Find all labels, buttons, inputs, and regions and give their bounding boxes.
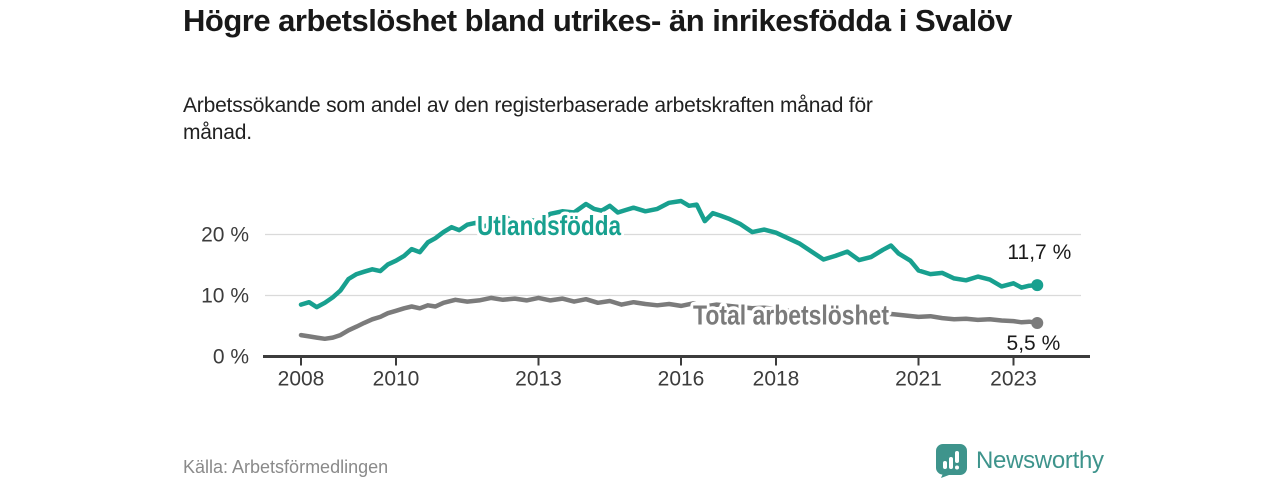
brand-name: Newsworthy [976, 447, 1104, 474]
page-title: Högre arbetslöshet bland utrikes- än inr… [183, 3, 1012, 38]
page-subtitle: Arbetssökande som andel av den registerb… [183, 94, 873, 144]
series-label-utlandsf-dda: Utlandsfödda [477, 210, 621, 241]
source-note: Källa: Arbetsförmedlingen [183, 457, 389, 477]
x-tick-label: 2008 [278, 368, 325, 391]
x-tick-label: 2021 [895, 368, 942, 391]
y-tick-label: 20 % [201, 224, 249, 247]
series-end-value-utlandsf-dda: 11,7 % [1007, 241, 1071, 264]
series-line-total-arbetsl-shet [298, 295, 1040, 342]
series-line-utlandsf-dda [298, 198, 1040, 310]
x-tick-label: 2023 [990, 368, 1037, 391]
brand-logo: Newsworthy [936, 444, 1104, 478]
series-end-value-total-arbetsl-shet: 5,5 % [1007, 332, 1061, 355]
x-tick-label: 2016 [658, 368, 705, 391]
newsworthy-chart-bubble-icon [936, 444, 967, 478]
x-tick-label: 2010 [373, 368, 420, 391]
series-label-total-arbetsl-shet: Total arbetslöshet [693, 300, 889, 331]
x-tick-label: 2013 [515, 368, 562, 391]
y-tick-label: 0 % [213, 346, 249, 369]
series-end-dot-total-arbetsl-shet [1031, 316, 1044, 329]
series-end-dot-utlandsf-dda [1031, 279, 1044, 292]
x-tick-label: 2018 [753, 368, 800, 391]
y-tick-label: 10 % [201, 285, 249, 308]
